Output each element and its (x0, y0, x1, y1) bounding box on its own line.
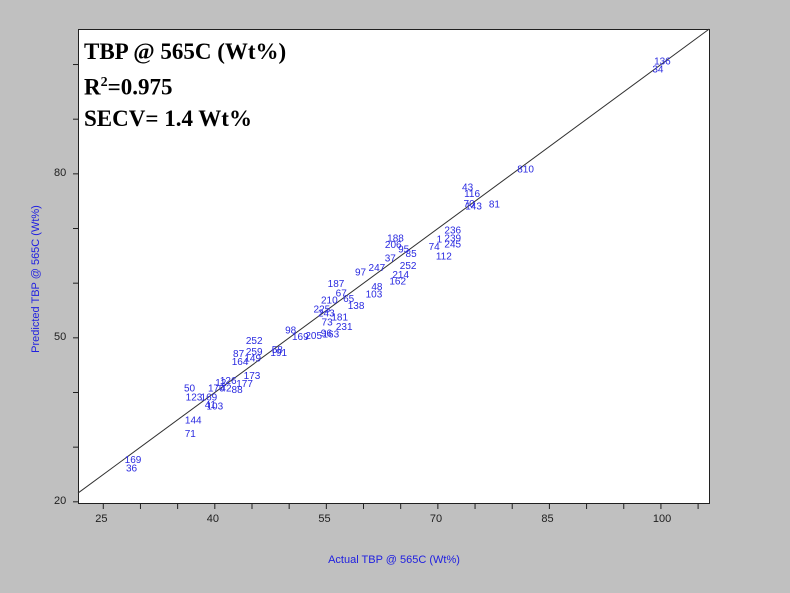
data-point-label: 191 (270, 348, 287, 359)
data-point-label: 65 (343, 294, 355, 305)
data-point-label: 87 (233, 349, 245, 360)
plot-area (78, 29, 710, 504)
data-point-label: 37 (385, 253, 397, 264)
data-point-label: 247 (369, 263, 386, 274)
data-point-label: 42 (220, 384, 232, 395)
data-point-label: 43 (462, 182, 474, 193)
secv: SECV= 1.4 Wt% (84, 105, 252, 131)
data-point-label: 187 (328, 279, 345, 290)
x-tick-label: 70 (429, 513, 443, 525)
x-tick-label: 25 (95, 513, 108, 525)
reference-line-y-equals-x (77, 28, 710, 494)
data-point-label: 81 (489, 199, 501, 210)
data-point-label: 112 (436, 251, 452, 262)
data-point-label: 95 (398, 245, 410, 256)
data-point-label: 34 (652, 64, 664, 75)
y-tick-label: 80 (54, 166, 67, 179)
data-point-label: 88 (232, 385, 244, 396)
data-point-label: 163 (322, 329, 339, 340)
data-points: 1693671144501231694110317042121268817717… (125, 57, 672, 475)
data-point-label: 245 (444, 239, 461, 250)
data-point-label: 1 (437, 234, 443, 245)
data-point-label: 205 (305, 331, 322, 342)
data-point-label: 243 (318, 309, 335, 320)
data-point-label: 98 (285, 326, 297, 337)
y-axis-label: Predicted TBP @ 565C (Wt%) (30, 205, 42, 353)
data-point-label: 116 (464, 189, 480, 200)
x-axis-label: Actual TBP @ 565C (Wt%) (328, 554, 460, 566)
data-point-label: 149 (244, 354, 261, 365)
data-point-label: 96 (321, 328, 333, 339)
data-point-label: 67 (336, 288, 348, 299)
x-tick-label: 100 (652, 513, 672, 525)
r-squared: R2=0.975 (84, 74, 173, 100)
data-point-label: 173 (244, 371, 261, 382)
data-point-label: 138 (348, 301, 365, 312)
data-point-label: 252 (246, 336, 263, 347)
data-point-label: 181 (331, 313, 348, 324)
data-point-label: 188 (387, 233, 404, 244)
x-tick-label: 55 (318, 513, 331, 525)
data-point-label: 169 (201, 392, 218, 403)
data-point-label: 169 (292, 332, 309, 343)
data-point-label: 97 (355, 268, 367, 279)
axis-ticks (73, 64, 699, 509)
data-point-label: 50 (184, 384, 196, 395)
data-point-label: 225 (314, 304, 331, 315)
x-tick-label: 85 (541, 513, 554, 525)
data-point-label: 231 (336, 322, 353, 333)
data-point-label: 41 (205, 400, 217, 411)
data-point-label: 103 (206, 402, 223, 413)
data-point-label: 170 (208, 384, 225, 395)
data-point-label: 126 (220, 376, 237, 387)
y-tick-label: 20 (54, 494, 67, 507)
data-point-label: 252 (400, 261, 417, 272)
data-point-label: 136 (654, 57, 671, 68)
data-point-label: 169 (125, 455, 142, 466)
data-point-label: 36 (126, 463, 138, 474)
data-point-label: 259 (246, 347, 263, 358)
x-tick-label: 40 (206, 513, 220, 525)
data-point-label: 162 (389, 276, 406, 287)
y-tick-label: 50 (54, 330, 67, 343)
data-point-label: 164 (232, 357, 249, 368)
data-point-label: 73 (322, 317, 334, 328)
data-point-label: 810 (517, 164, 534, 175)
data-point-label: 70 (464, 199, 476, 210)
data-point-label: 210 (321, 296, 338, 307)
data-point-label: 71 (185, 429, 197, 440)
data-point-label: 239 (444, 233, 461, 244)
data-point-label: 214 (392, 270, 409, 281)
data-point-label: 177 (236, 379, 253, 390)
data-point-label: 85 (406, 249, 418, 260)
data-point-label: 48 (371, 282, 383, 293)
data-point-label: 143 (465, 202, 482, 213)
data-point-label: 58 (272, 345, 284, 356)
data-point-label: 103 (366, 290, 383, 301)
data-point-label: 74 (429, 242, 441, 253)
data-point-label: 206 (385, 240, 402, 251)
chart-title: TBP @ 565C (Wt%) (84, 39, 287, 64)
data-point-label: 12 (215, 378, 227, 389)
data-point-label: 144 (185, 415, 202, 426)
stats-annotation: TBP @ 565C (Wt%) R2=0.975 SECV= 1.4 Wt% (84, 36, 286, 134)
data-point-label: 123 (186, 392, 203, 403)
data-point-label: 236 (444, 226, 461, 237)
